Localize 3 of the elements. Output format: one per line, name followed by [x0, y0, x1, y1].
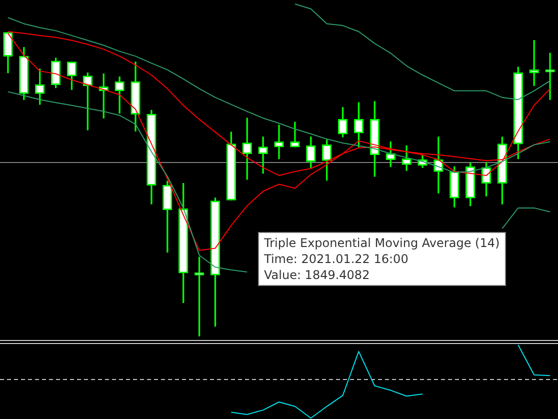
annotation: Value: 1849.4082 — [264, 267, 371, 283]
annotation: Triple Exponential Moving Average (14) — [264, 235, 500, 251]
annotation: Time: 2021.01.22 16:00 — [264, 251, 410, 267]
